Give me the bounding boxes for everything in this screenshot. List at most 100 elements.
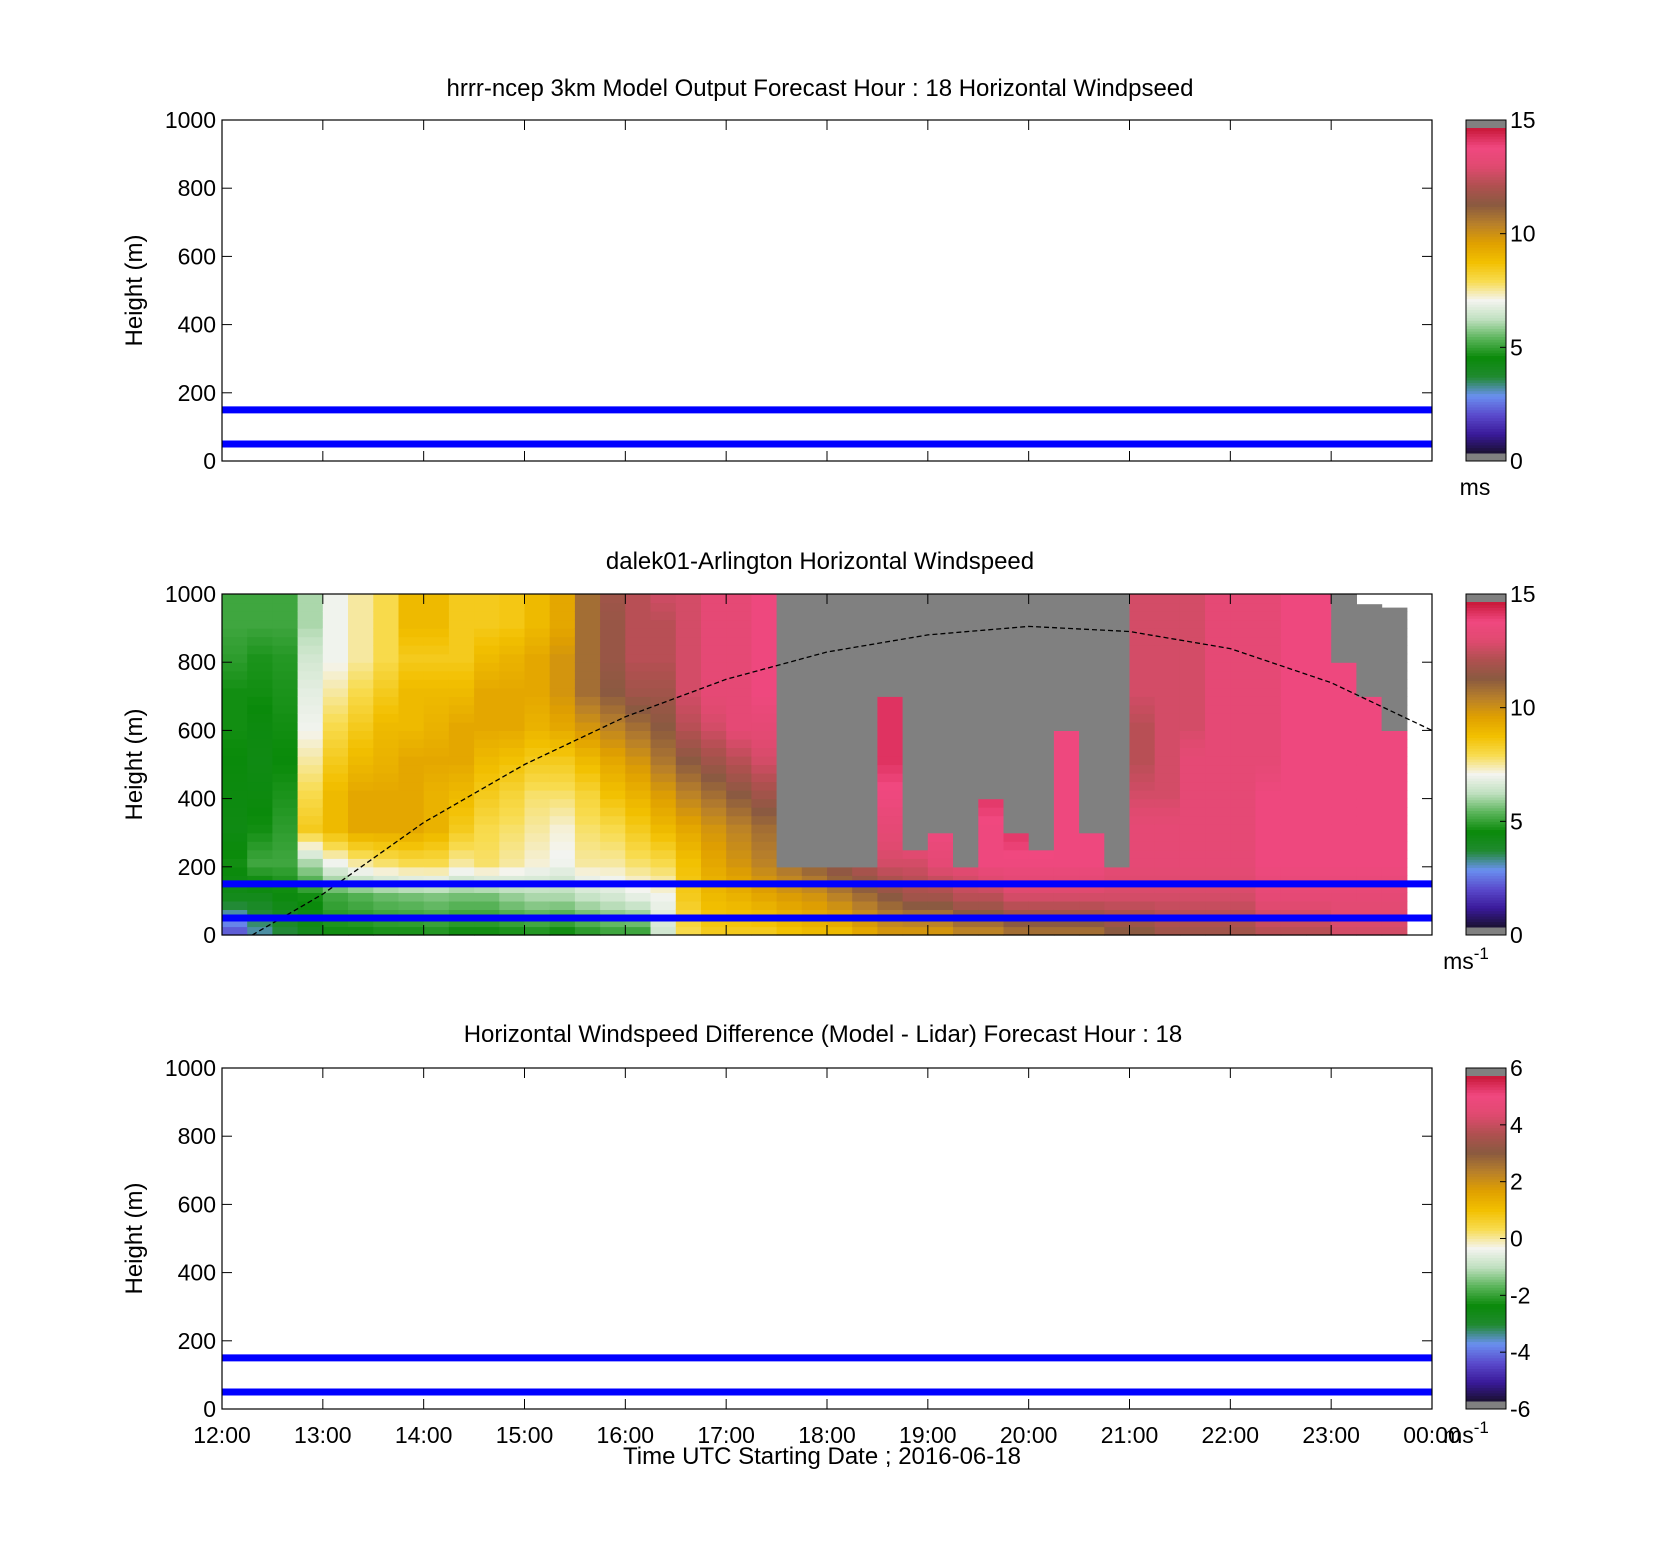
heatmap-cell	[448, 679, 475, 689]
heatmap-cell	[827, 679, 853, 689]
colorbar-segment	[1466, 802, 1506, 806]
heatmap-cell	[978, 807, 1005, 817]
heatmap-cell	[726, 858, 752, 868]
heatmap-cell	[322, 909, 349, 919]
heatmap-cell	[1129, 662, 1156, 672]
heatmap-cell	[625, 602, 652, 612]
heatmap-cell	[726, 645, 752, 655]
heatmap-cell	[297, 696, 324, 706]
heatmap-cell	[776, 790, 803, 800]
heatmap-cell	[272, 721, 299, 731]
heatmap-cell	[1053, 781, 1080, 791]
heatmap-cell	[1306, 747, 1332, 757]
heatmap-cell	[1154, 858, 1181, 868]
ytick-label: 600	[178, 1191, 216, 1217]
heatmap-cell	[1356, 721, 1383, 731]
heatmap-cell	[1356, 909, 1383, 919]
heatmap-cell	[398, 815, 425, 825]
heatmap-cell	[852, 790, 878, 800]
heatmap-cell	[348, 747, 374, 757]
heatmap-cell	[474, 747, 500, 757]
heatmap-cell	[852, 594, 878, 604]
heatmap-cell	[902, 611, 929, 621]
heatmap-cell	[574, 653, 601, 663]
plot-area	[222, 120, 1432, 461]
heatmap-cell	[272, 670, 299, 680]
colorbar-segment	[1466, 1322, 1506, 1326]
heatmap-cell	[272, 849, 299, 859]
colorbar-segment	[1466, 1349, 1506, 1353]
heatmap-cell	[877, 704, 904, 714]
colorbar-segment	[1466, 425, 1506, 430]
colorbar-segment	[1466, 1336, 1506, 1340]
heatmap-cell	[222, 602, 248, 612]
heatmap-cell	[1154, 679, 1181, 689]
heatmap-cell	[801, 713, 828, 723]
heatmap-cell	[776, 687, 803, 697]
heatmap-cell	[927, 645, 954, 655]
colorbar-segment	[1466, 176, 1506, 180]
heatmap-cell	[373, 875, 400, 885]
heatmap-cell	[474, 883, 500, 893]
heatmap-cell	[1356, 926, 1383, 936]
colorbar-segment	[1466, 1365, 1506, 1369]
heatmap-cell	[348, 764, 374, 774]
colorbar-segment	[1466, 417, 1506, 421]
heatmap-cell	[650, 858, 677, 868]
heatmap-cell	[322, 790, 349, 800]
heatmap-cell	[927, 807, 954, 817]
colorbar-segment	[1466, 1338, 1506, 1342]
heatmap-cell	[499, 619, 526, 629]
heatmap-cell	[373, 883, 400, 893]
heatmap-cell	[574, 798, 601, 808]
heatmap-cell	[1129, 704, 1156, 714]
heatmap-cell	[1306, 900, 1332, 910]
heatmap-cell	[1205, 611, 1231, 621]
heatmap-cell	[1280, 611, 1307, 621]
heatmap-cell	[1154, 807, 1181, 817]
heatmap-cell	[448, 747, 475, 757]
heatmap-cell	[574, 594, 601, 604]
heatmap-cell	[1331, 883, 1357, 893]
heatmap-cell	[1331, 849, 1357, 859]
colorbar-segment	[1466, 363, 1506, 367]
heatmap-cell	[902, 824, 929, 834]
heatmap-cell	[675, 841, 702, 851]
heatmap-cell	[1331, 747, 1357, 757]
heatmap-cell	[1028, 738, 1055, 748]
heatmap-cell	[726, 628, 752, 638]
heatmap-cell	[927, 849, 954, 859]
heatmap-cell	[953, 687, 979, 697]
colorbar-segment	[1466, 1173, 1506, 1177]
heatmap-cell	[297, 798, 324, 808]
heatmap-cell	[549, 807, 576, 817]
heatmap-cell	[373, 611, 400, 621]
colorbar-segment	[1466, 669, 1506, 673]
colorbar-segment	[1466, 791, 1506, 795]
heatmap-cells	[222, 594, 1408, 936]
colorbar-segment	[1466, 1124, 1506, 1128]
heatmap-cell	[423, 926, 450, 936]
heatmap-cell	[776, 679, 803, 689]
heatmap-cell	[1079, 892, 1105, 902]
heatmap-cell	[322, 764, 349, 774]
heatmap-cell	[675, 909, 702, 919]
heatmap-cell	[499, 866, 526, 876]
colorbar-segment	[1466, 813, 1506, 817]
heatmap-cell	[1205, 866, 1231, 876]
heatmap-cell	[1079, 713, 1105, 723]
heatmap-cell	[373, 790, 400, 800]
colorbar-segment	[1466, 1078, 1506, 1082]
heatmap-cell	[751, 815, 778, 825]
heatmap-cell	[600, 704, 626, 714]
heatmap-cell	[474, 858, 500, 868]
colorbar-segment	[1466, 333, 1506, 338]
colorbar-segment	[1466, 1227, 1506, 1231]
heatmap-cell	[348, 662, 374, 672]
colorbar-segment	[1466, 1241, 1506, 1245]
heatmap-cell	[1154, 866, 1181, 876]
heatmap-cell	[1230, 645, 1257, 655]
heatmap-cell	[1179, 900, 1206, 910]
heatmap-cell	[348, 628, 374, 638]
heatmap-cell	[701, 841, 727, 851]
